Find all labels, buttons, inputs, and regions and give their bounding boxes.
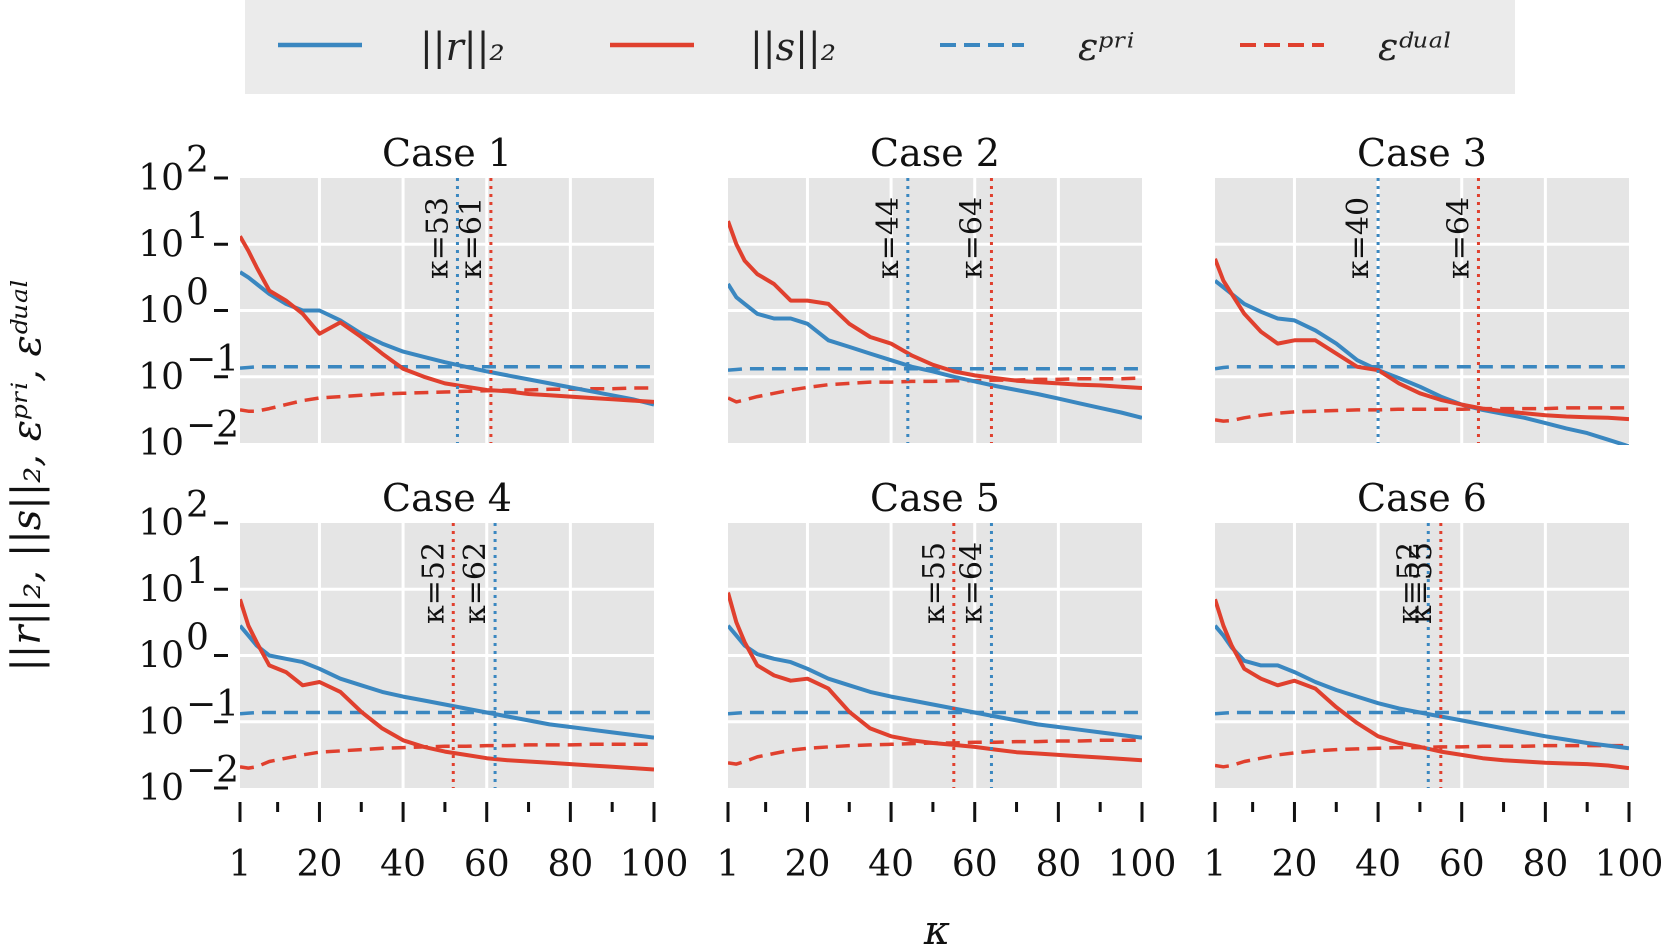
series-eps-pri [1215,365,1629,371]
series-eps-dual [728,738,1142,766]
legend: ||r||₂ ||s||₂ εᵖʳⁱ εᵈᵘᵃˡ [245,0,1515,94]
x-tick-label: 40 [868,844,914,885]
series-group [728,178,1142,443]
y-axis-label: ||r||₂, ||s||₂, εᵖʳⁱ, εᵈᵘᵃˡ [4,278,50,671]
series-eps-pri [240,365,654,370]
y-tick-label: 10 [138,224,184,265]
vline-label-kappa-61: κ=61 [454,197,489,279]
y-tick-label: 10 [138,702,184,743]
series-s [1215,598,1629,771]
series-r [728,624,1142,740]
panel-case-5: κ=55 κ=64 Case 5 1 20 40 60 80 100 [717,476,1177,885]
y-tick-exponent: 1 [186,551,209,592]
vline-label-kappa-40: κ=40 [1341,197,1376,279]
vline-label-kappa-55: κ=55 [917,542,952,624]
x-tick-label: 100 [1108,844,1177,885]
y-tick-exponent: −2 [186,750,239,791]
y-tick-exponent: −1 [186,684,239,725]
x-tick-label: 100 [620,844,689,885]
x-tick-label: 20 [785,844,831,885]
series-s [240,598,654,772]
y-tick-label: 10 [138,503,184,544]
series-eps-dual [1215,406,1629,423]
series-r [240,270,654,407]
series-r [1215,279,1629,445]
y-tick-exponent: 2 [186,485,209,526]
x-tick-label: 20 [1272,844,1318,885]
series-group [240,523,654,788]
panel-title: Case 5 [870,476,1000,520]
legend-label-eps-dual: εᵈᵘᵃˡ [1378,25,1452,69]
series-r [240,624,654,740]
legend-label-r: ||r||₂ [420,25,505,69]
series-group [728,523,1142,788]
y-tick-exponent: −1 [186,339,239,380]
y-tick-exponent: 0 [186,273,209,314]
panel-title: Case 6 [1357,476,1487,520]
vline-label-kappa-52: κ=52 [1391,542,1426,624]
series-r [728,282,1142,420]
series-eps-pri [240,710,654,716]
series-s [728,220,1142,390]
panel-case-6: κ=52κ=55 Case 6 1 20 40 60 80 100 [1204,476,1664,885]
vline-label-kappa-53: κ=53 [420,197,455,279]
y-tick-label: 10 [138,158,184,199]
y-tick-exponent: −2 [186,405,239,446]
x-tick-label: 80 [1035,844,1081,885]
series-eps-dual [728,376,1142,404]
x-tick-label: 1 [229,844,252,885]
panel-title: Case 1 [382,131,512,175]
vline-label-kappa-64: κ=64 [1441,197,1476,279]
panel-case-2: κ=44 κ=64 Case 2 [728,131,1142,443]
vline-label-kappa-55: κ=55 [1404,542,1439,624]
vline-label-kappa-64: κ=64 [954,197,989,279]
panel-title: Case 4 [382,476,512,520]
x-tick-label: 60 [464,844,510,885]
y-tick-label: 10 [138,423,184,464]
x-tick-label: 1 [717,844,740,885]
series-s [240,235,654,404]
y-tick-label: 10 [138,569,184,610]
y-tick-exponent: 1 [186,206,209,247]
x-tick-label: 40 [380,844,426,885]
series-s [1215,258,1629,422]
series-r [1215,624,1629,751]
panel-case-3: κ=40 κ=64 Case 3 [1215,131,1629,445]
y-tick-exponent: 0 [186,618,209,659]
series-eps-pri [1215,710,1629,716]
panel-title: Case 2 [870,131,1000,175]
x-tick-label: 1 [1204,844,1227,885]
vline-label-kappa-44: κ=44 [871,197,906,279]
y-tick-label: 10 [138,291,184,332]
x-tick-label: 20 [297,844,343,885]
vline-label-kappa-64: κ=64 [954,542,989,624]
x-tick-label: 40 [1355,844,1401,885]
x-tick-label: 100 [1595,844,1664,885]
y-tick-exponent: 2 [186,140,209,181]
series-eps-dual [1215,743,1629,769]
x-tick-label: 80 [1522,844,1568,885]
x-tick-label: 80 [547,844,593,885]
y-tick-label: 10 [138,357,184,398]
series-eps-pri [728,710,1142,716]
y-tick-label: 10 [138,636,184,677]
panel-title: Case 3 [1357,131,1487,175]
x-tick-label: 60 [1439,844,1485,885]
x-axis-label: κ [923,908,950,948]
series-group [240,178,654,443]
vline-label-kappa-62: κ=62 [458,542,493,624]
series-group [1215,178,1629,445]
y-tick-label: 10 [138,768,184,809]
legend-label-s: ||s||₂ [750,25,836,69]
series-group [1215,523,1629,788]
series-s [728,592,1142,763]
legend-label-eps-pri: εᵖʳⁱ [1078,25,1134,69]
x-tick-label: 60 [952,844,998,885]
vline-label-kappa-52: κ=52 [416,542,451,624]
